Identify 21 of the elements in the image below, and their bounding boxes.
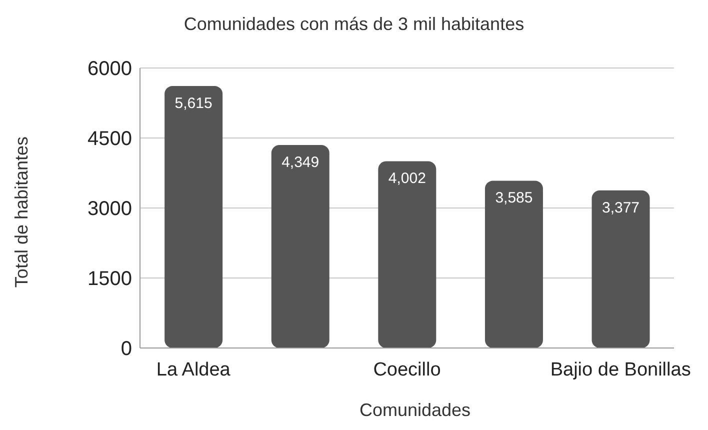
y-tick-label: 0 xyxy=(120,338,132,360)
x-axis-title: Comunidades xyxy=(358,400,472,421)
y-tick-label: 4500 xyxy=(88,128,132,150)
data-label: 5,615 xyxy=(174,94,212,112)
data-label: 3,377 xyxy=(602,199,640,216)
y-tick-label: 3000 xyxy=(88,198,132,220)
y-axis-title: Total de habitantes xyxy=(12,136,32,288)
data-label: 4,002 xyxy=(388,170,426,188)
bar xyxy=(378,161,436,348)
bar xyxy=(164,86,223,348)
bar xyxy=(484,180,543,348)
bar xyxy=(271,145,330,348)
data-label: 4,349 xyxy=(282,154,320,172)
chart-title: Comunidades con más de 3 mil habitantes xyxy=(182,14,526,35)
data-label: 3,585 xyxy=(495,190,533,207)
x-tick-label: Coecillo xyxy=(373,359,441,380)
y-tick-label: 1500 xyxy=(88,268,132,290)
x-tick-label: Bajio de Bonillas xyxy=(550,359,691,380)
bar xyxy=(592,190,650,348)
y-tick-label: 6000 xyxy=(88,58,132,80)
x-tick-label: La Aldea xyxy=(156,359,231,380)
